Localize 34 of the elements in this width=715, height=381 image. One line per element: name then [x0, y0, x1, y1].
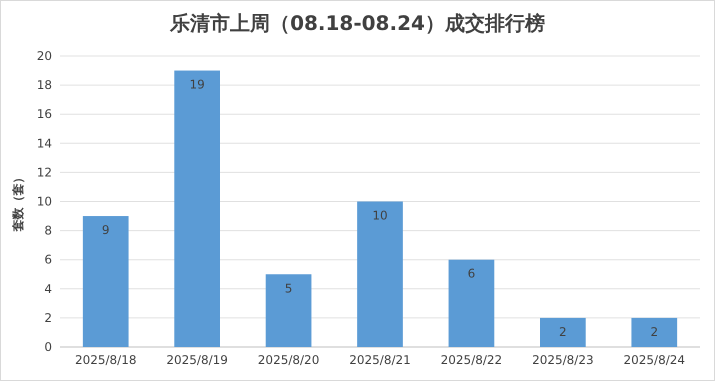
data-label: 10	[372, 208, 388, 222]
bar	[357, 202, 403, 347]
data-label: 2	[559, 324, 567, 339]
bar	[631, 318, 678, 347]
y-tick-label: 0	[44, 340, 52, 354]
y-tick-label: 14	[36, 136, 52, 150]
x-tick-label: 2025/8/22	[440, 353, 502, 367]
x-tick-label: 2025/8/19	[166, 353, 228, 367]
y-axis-title: 套数（套）	[11, 172, 25, 232]
bar	[174, 70, 220, 347]
y-tick-label: 18	[36, 78, 52, 92]
x-tick-label: 2025/8/18	[74, 353, 136, 367]
y-tick-label: 12	[36, 165, 52, 180]
x-tick-label: 2025/8/20	[258, 353, 320, 367]
y-tick-label: 10	[36, 194, 52, 208]
bar	[540, 318, 586, 347]
chart-title: 乐清市上周（08.18-08.24）成交排行榜	[169, 11, 545, 35]
x-tick-label: 2025/8/21	[349, 353, 411, 367]
y-tick-label: 4	[44, 282, 52, 296]
bar	[448, 260, 494, 347]
y-tick-label: 2	[44, 310, 52, 325]
bar	[266, 274, 312, 347]
data-label: 5	[284, 281, 292, 296]
y-tick-label: 16	[36, 107, 52, 122]
x-tick-label: 2025/8/23	[532, 353, 594, 367]
bar	[82, 216, 129, 347]
y-tick-label: 8	[44, 224, 52, 238]
data-label: 9	[102, 223, 110, 238]
y-tick-label: 20	[36, 49, 52, 63]
data-label: 6	[468, 266, 476, 281]
y-tick-label: 6	[44, 252, 52, 267]
x-tick-label: 2025/8/24	[624, 353, 686, 367]
data-label: 2	[650, 324, 658, 339]
data-label: 19	[190, 78, 205, 92]
